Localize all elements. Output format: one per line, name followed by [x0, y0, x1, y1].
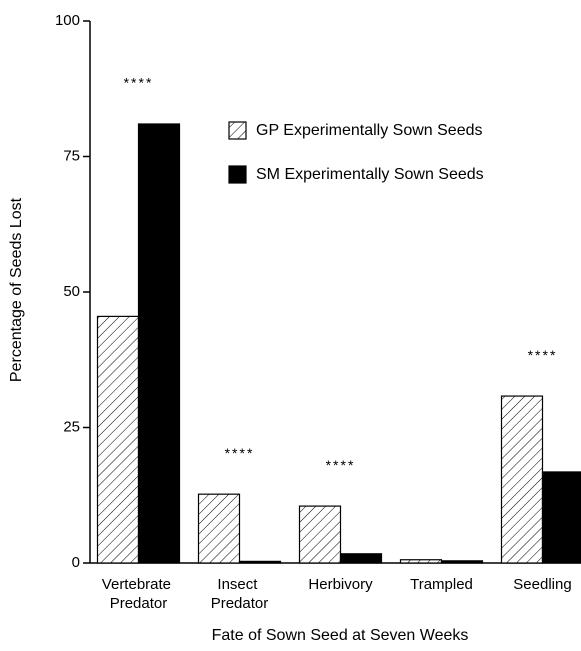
y-tick-label: 25: [63, 418, 80, 435]
bar: [339, 553, 383, 564]
x-tick-label: Vertebrate Predator: [102, 576, 175, 612]
label-line: Trampled: [410, 576, 473, 593]
y-tick-label: 75: [63, 147, 80, 164]
significance-label: ****: [124, 75, 154, 91]
legend-label: GP Experimentally Sown Seeds: [256, 122, 482, 139]
y-tick-label: 100: [55, 12, 80, 29]
legend-swatch: [228, 121, 247, 140]
bar: [197, 493, 241, 564]
label-line: Herbivory: [308, 576, 373, 593]
significance-label: ****: [225, 445, 255, 461]
x-tick-label: Herbivory: [308, 576, 373, 593]
x-axis-title: Fate of Sown Seed at Seven Weeks: [212, 627, 469, 644]
bar: [298, 505, 342, 564]
x-tick-label: Insect Predator: [211, 576, 269, 612]
bar: [137, 123, 181, 564]
bar: [238, 560, 282, 564]
y-tick-label: 0: [72, 554, 80, 571]
bar: [440, 560, 484, 564]
legend-swatch: [228, 165, 247, 184]
legend-label: SM Experimentally Sown Seeds: [256, 166, 484, 183]
y-tick-label: 50: [63, 283, 80, 300]
label-line: Predator: [211, 595, 269, 612]
bar: [500, 395, 544, 564]
x-tick-label: Seedling: [513, 576, 571, 593]
significance-label: ****: [528, 347, 558, 363]
label-line: Insect: [217, 576, 261, 593]
y-axis-title: Percentage of Seeds Lost: [8, 197, 25, 382]
label-line: Seedling: [513, 576, 571, 593]
bar: [541, 471, 581, 564]
label-line: Vertebrate: [102, 576, 175, 593]
x-tick-label: Trampled: [410, 576, 473, 593]
label-line: Predator: [110, 595, 168, 612]
bar: [399, 559, 443, 564]
significance-label: ****: [326, 457, 356, 473]
bar: [96, 315, 140, 564]
